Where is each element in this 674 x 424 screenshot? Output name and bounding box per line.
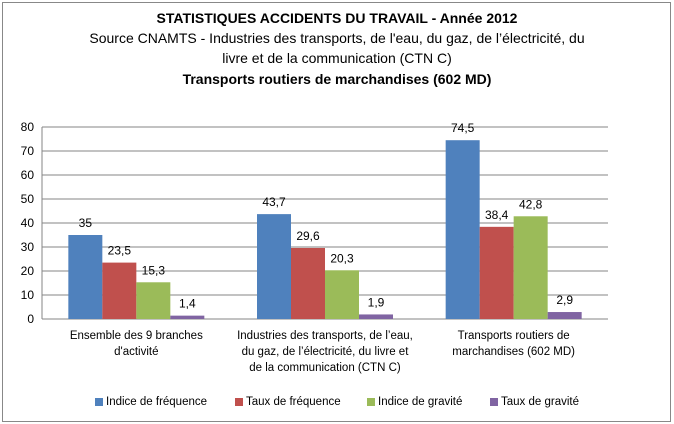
data-label: 38,4 <box>485 208 509 222</box>
data-label: 74,5 <box>451 121 475 135</box>
data-label: 2,9 <box>556 293 573 307</box>
bar <box>479 226 514 319</box>
bar <box>170 315 205 319</box>
chart-title: STATISTIQUES ACCIDENTS DU TRAVAIL - Anné… <box>156 10 518 26</box>
legend-label: Indice de gravité <box>378 396 463 408</box>
chart-subtitle-line-1: Source CNAMTS - Industries des transport… <box>89 30 585 46</box>
legend-item: Indice de fréquence <box>95 396 207 408</box>
data-label: 15,3 <box>142 263 166 277</box>
x-category-label-line: Industries des transports, de l’eau, <box>237 330 413 342</box>
legend-swatch <box>490 398 498 406</box>
bar <box>291 247 325 319</box>
bar <box>513 216 548 319</box>
data-label: 42,8 <box>519 197 543 211</box>
data-label: 20,3 <box>330 251 354 265</box>
y-tick-label: 30 <box>21 240 35 254</box>
legend-swatch <box>367 398 375 406</box>
legend-item: Taux de gravité <box>490 396 579 408</box>
chart-subtitle-line-2: livre et de la communication (CTN C) <box>222 50 452 66</box>
bar <box>325 270 359 319</box>
x-category-label-line: du gaz, de l’électricité, du livre et <box>241 346 409 358</box>
y-tick-label: 60 <box>21 168 35 182</box>
x-category-label-line: Transports routiers de <box>457 330 570 342</box>
bar <box>136 282 171 319</box>
y-tick-label: 80 <box>21 120 35 134</box>
legend-swatch <box>235 398 243 406</box>
x-category-label-line: marchandises (602 MD) <box>452 346 576 358</box>
legend-item: Indice de gravité <box>367 396 462 408</box>
x-category-label-line: de la communication (CTN C) <box>249 362 401 374</box>
bar <box>359 314 393 319</box>
legend-label: Taux de gravité <box>501 396 579 408</box>
x-category-label-line: Ensemble des 9 branches <box>69 330 203 342</box>
x-category-label: Industries des transports, de l’eau, du g… <box>231 328 420 376</box>
y-tick-label: 20 <box>21 264 35 278</box>
bar <box>257 214 291 319</box>
chart-title-2: Transports routiers de marchandises (602… <box>182 71 492 87</box>
y-tick-label: 10 <box>21 288 35 302</box>
data-label: 35 <box>79 216 93 230</box>
bar <box>547 312 582 319</box>
data-label: 1,9 <box>368 295 385 309</box>
legend-label: Taux de fréquence <box>246 396 341 408</box>
y-tick-label: 50 <box>21 192 35 206</box>
data-label: 1,4 <box>179 297 196 311</box>
bar <box>445 140 480 319</box>
bar <box>68 235 103 319</box>
bar <box>102 262 137 319</box>
data-label: 23,5 <box>108 244 132 258</box>
x-category-label: Transports routiers de marchandises (602 … <box>419 328 608 360</box>
y-tick-label: 0 <box>27 312 34 326</box>
x-category-label-line: d'activité <box>114 346 159 358</box>
y-tick-label: 40 <box>21 216 35 230</box>
legend-label: Indice de fréquence <box>106 396 208 408</box>
legend-item: Taux de fréquence <box>235 396 341 408</box>
legend-swatch <box>95 398 103 406</box>
y-tick-label: 70 <box>21 144 35 158</box>
data-label: 29,6 <box>296 229 320 243</box>
x-category-label: Ensemble des 9 branches d'activité <box>42 328 231 360</box>
data-label: 43,7 <box>262 195 286 209</box>
